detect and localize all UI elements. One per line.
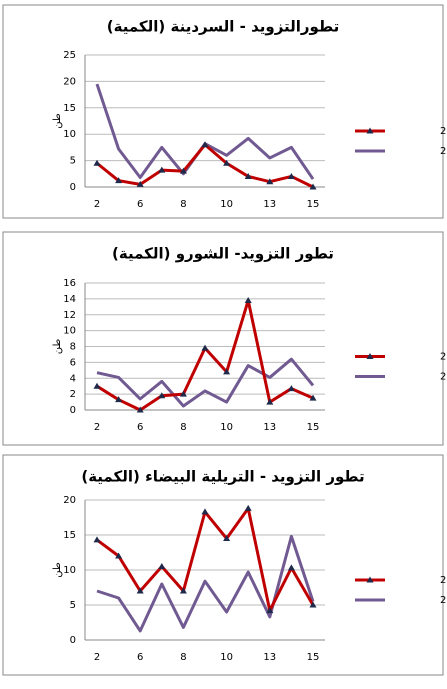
point-marker: [244, 296, 252, 303]
point-marker: [287, 564, 295, 571]
point-marker: [223, 368, 231, 375]
point-marker: [158, 563, 166, 569]
point-marker: [244, 172, 252, 179]
x-tick-label: 2: [94, 422, 100, 433]
legend-marker: [366, 353, 374, 359]
legend-label: ديسمبر2017: [440, 372, 447, 383]
point-marker: [115, 552, 123, 559]
legend-marker: [366, 576, 374, 583]
point-marker: [201, 344, 209, 351]
x-tick-label: 13: [263, 652, 276, 663]
point-marker: [93, 159, 101, 166]
y-tick-label: 10: [63, 326, 76, 337]
point-marker: [309, 601, 317, 608]
point-marker: [179, 587, 187, 594]
point-marker: [115, 177, 123, 184]
y-tick-label: 0: [70, 635, 76, 646]
x-tick-label: 10: [220, 652, 233, 663]
x-tick-label: 2: [94, 199, 100, 210]
point-marker: [266, 398, 274, 405]
x-tick-label: 8: [180, 422, 186, 433]
y-tick-label: 20: [63, 495, 76, 506]
point-marker: [201, 508, 209, 515]
point-marker: [201, 141, 209, 148]
point-marker: [158, 166, 166, 173]
point-marker: [158, 392, 166, 399]
series-line: [96, 357, 315, 408]
legend-label: ديسمبر2017: [440, 146, 447, 157]
y-tick-label: 0: [70, 405, 76, 416]
point-marker: [93, 382, 101, 389]
y-tick-label: 25: [63, 50, 76, 61]
chart-title: تطور التزويد- الشورو (الكمية): [112, 245, 334, 263]
x-tick-label: 6: [137, 199, 143, 210]
point-marker: [223, 535, 231, 541]
x-tick-label: 10: [220, 199, 233, 210]
y-tick-label: 15: [63, 103, 76, 114]
panel: [2, 4, 444, 219]
y-tick-label: 10: [63, 129, 76, 140]
point-marker: [266, 607, 274, 614]
y-axis-label: طن: [52, 562, 63, 578]
y-tick-label: 6: [70, 357, 76, 368]
point-marker: [309, 394, 317, 401]
series-line: [96, 534, 315, 633]
point-marker: [136, 180, 144, 187]
legend-label: ديسمبر 2016: [440, 352, 447, 363]
y-tick-label: 16: [63, 278, 76, 289]
x-tick-label: 8: [180, 652, 186, 663]
x-tick-label: 15: [307, 422, 320, 433]
x-tick-label: 13: [263, 422, 276, 433]
legend-label: ديسمبر 2016: [440, 126, 447, 137]
x-tick-label: 6: [137, 422, 143, 433]
y-tick-label: 5: [70, 156, 76, 167]
point-marker: [287, 385, 295, 392]
point-marker: [223, 159, 231, 166]
y-tick-label: 15: [63, 530, 76, 541]
point-marker: [287, 172, 295, 179]
y-tick-label: 2: [70, 389, 76, 400]
point-marker: [179, 390, 187, 397]
y-tick-label: 20: [63, 76, 76, 87]
point-marker: [309, 183, 317, 190]
x-tick-label: 13: [263, 199, 276, 210]
y-tick-label: 12: [63, 310, 76, 321]
x-tick-label: 10: [220, 422, 233, 433]
y-tick-label: 0: [70, 182, 76, 193]
x-tick-label: 8: [180, 199, 186, 210]
point-marker: [93, 536, 101, 543]
legend-label: ديسمبر2017: [440, 595, 447, 606]
point-marker: [179, 167, 187, 174]
chart-title: تطور التزويد - التريلية البيضاء (الكمية): [81, 468, 364, 486]
x-tick-label: 15: [307, 652, 320, 663]
x-tick-label: 6: [137, 652, 143, 663]
legend-marker: [366, 127, 374, 134]
y-axis-label: طن: [52, 113, 63, 129]
point-marker: [244, 504, 252, 511]
y-tick-label: 4: [70, 373, 76, 384]
y-tick-label: 14: [63, 294, 76, 305]
x-tick-label: 15: [307, 199, 320, 210]
y-tick-label: 8: [70, 342, 76, 353]
y-tick-label: 5: [70, 600, 76, 611]
point-marker: [136, 406, 144, 413]
y-tick-label: 10: [63, 565, 76, 576]
y-axis-label: طن: [52, 339, 63, 355]
point-marker: [136, 587, 144, 594]
point-marker: [266, 178, 274, 185]
legend-label: ديسمبر 2016: [440, 575, 447, 586]
point-marker: [115, 396, 123, 403]
chart-title: تطورالتزويد - السردينة (الكمية): [107, 18, 339, 36]
panel: [2, 454, 444, 676]
x-tick-label: 2: [94, 652, 100, 663]
